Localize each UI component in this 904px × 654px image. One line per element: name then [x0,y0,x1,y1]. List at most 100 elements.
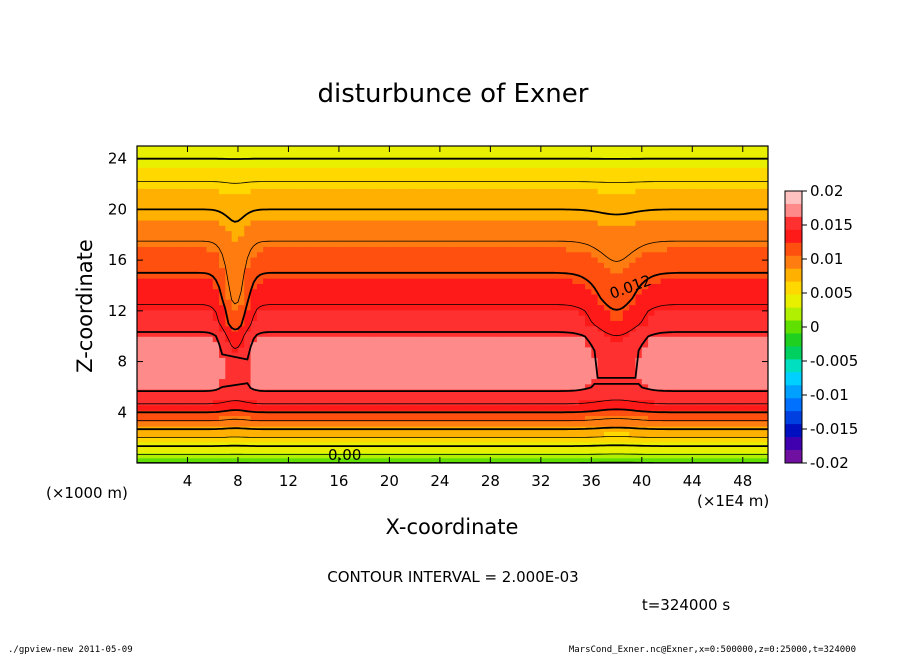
field-cell [484,304,491,311]
field-cell [351,241,359,247]
field-cell [219,172,226,179]
field-cell [319,288,327,295]
field-cell [641,251,649,258]
field-cell [319,293,327,300]
field-cell [137,146,144,152]
field-cell [616,198,624,205]
field-cell [408,309,416,316]
field-cell [465,431,473,438]
field-cell [313,167,321,174]
field-cell [622,146,630,152]
field-cell [458,198,466,205]
field-cell [446,188,454,195]
field-cell [351,441,359,448]
field-cell [155,177,163,184]
field-cell [465,457,473,463]
field-cell [521,246,529,253]
field-cell [237,177,245,184]
field-cell [585,352,592,358]
field-cell [143,241,151,247]
field-cell [250,315,258,321]
field-cell [641,267,649,274]
field-cell [364,441,372,448]
field-cell [244,225,252,232]
field-cell [187,357,195,364]
field-cell [219,214,226,221]
field-cell [446,177,454,184]
field-cell [288,383,296,390]
field-cell [313,304,321,311]
plot-field [137,146,768,463]
field-cell [237,241,245,247]
field-cell [629,230,637,237]
field-cell [174,193,182,200]
field-cell [484,309,491,316]
field-cell [168,146,176,152]
field-cell [641,315,649,321]
field-cell [610,188,618,195]
field-cell [307,246,315,253]
field-cell [319,214,327,221]
field-cell [515,161,523,168]
field-cell [351,177,359,184]
field-cell [433,293,441,300]
field-cell [395,352,403,358]
field-cell [395,235,403,242]
field-cell [181,399,189,406]
field-cell [484,330,491,337]
field-cell [250,182,258,189]
field-cell [395,362,403,369]
field-cell [629,177,637,184]
field-cell [149,346,157,353]
field-cell [313,452,321,459]
field-cell [389,325,397,332]
field-cell [496,151,504,158]
field-cell [370,267,378,274]
field-cell [458,293,466,300]
field-cell [648,214,656,221]
field-cell [446,341,454,348]
field-cell [402,394,409,401]
field-cell [313,325,321,332]
field-cell [616,278,624,284]
field-cell [212,410,220,417]
field-cell [376,209,384,216]
field-cell [181,283,189,290]
field-cell [219,182,226,189]
field-cell [301,230,308,237]
field-cell [540,219,548,226]
field-cell [502,415,510,422]
field-cell [402,293,409,300]
field-cell [585,378,592,385]
field-cell [566,420,573,427]
field-cell [269,246,277,253]
field-cell [206,262,214,269]
field-cell [143,325,151,332]
field-cell [521,167,529,174]
field-cell [610,251,618,258]
field-cell [301,394,308,401]
field-cell [414,256,422,263]
field-cell [351,320,359,327]
field-cell [200,373,208,380]
field-cell [566,320,573,327]
field-cell [496,394,504,401]
field-cell [553,436,561,443]
field-cell [528,357,536,364]
field-cell [572,352,580,358]
field-cell [433,246,441,253]
field-cell [256,389,264,395]
field-cell [357,235,365,242]
field-cell [477,457,485,463]
field-cell [465,367,473,374]
field-cell [540,230,548,237]
field-cell [250,225,258,232]
field-cell [219,367,226,374]
field-cell [357,262,365,269]
field-cell [389,404,397,411]
field-cell [168,278,176,284]
field-cell [585,262,592,269]
field-cell [225,167,233,174]
field-cell [212,209,220,216]
field-cell [193,251,201,258]
